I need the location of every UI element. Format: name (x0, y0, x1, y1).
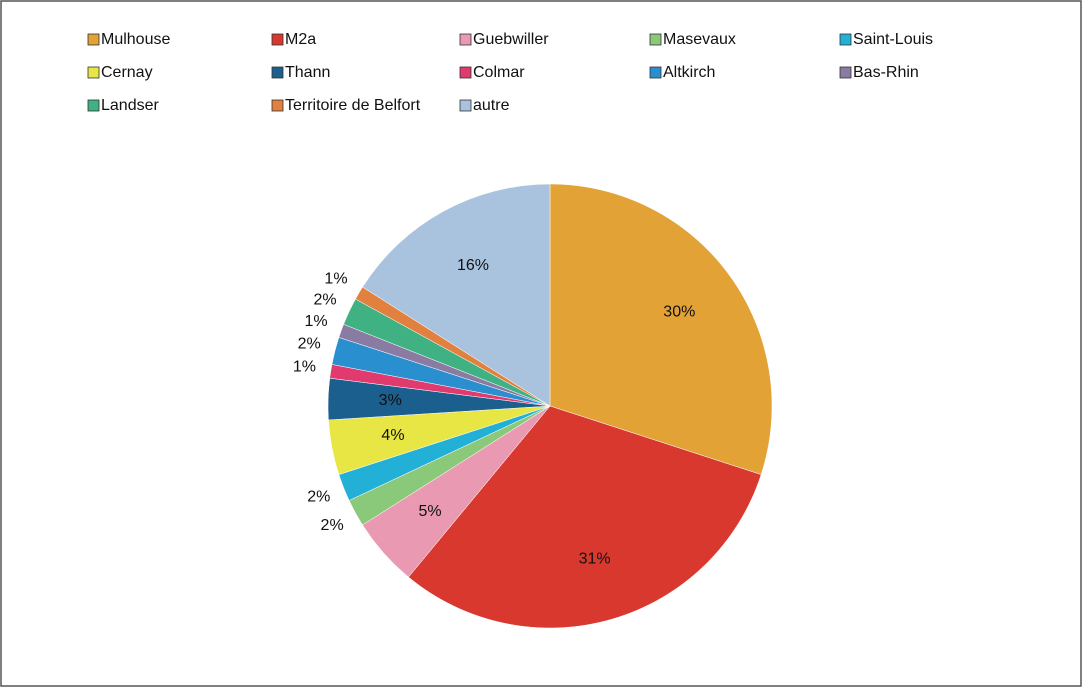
legend-swatch (271, 66, 284, 79)
legend-label: autre (473, 97, 510, 114)
legend-label: Landser (101, 97, 159, 114)
legend-label: Mulhouse (101, 31, 170, 48)
data-label: 2% (307, 489, 330, 506)
legend-swatch (459, 33, 472, 46)
legend-swatch (459, 99, 472, 112)
legend-swatch (271, 33, 284, 46)
legend-label: Bas-Rhin (853, 64, 919, 81)
legend-label: Territoire de Belfort (285, 97, 421, 114)
legend-swatch (87, 99, 100, 112)
legend-label: Colmar (473, 64, 525, 81)
data-label: 3% (379, 392, 402, 409)
data-label: 2% (321, 517, 344, 534)
data-label: 2% (313, 291, 336, 308)
data-label: 1% (324, 271, 347, 288)
data-label: 30% (663, 303, 695, 320)
legend-label: M2a (285, 31, 316, 48)
data-label: 5% (419, 503, 442, 520)
data-label: 2% (298, 335, 321, 352)
legend-label: Masevaux (663, 31, 736, 48)
pie-slice (549, 183, 773, 475)
pie-slice (362, 183, 551, 407)
data-label: 1% (293, 358, 316, 375)
legend-swatch (839, 33, 852, 46)
legend-swatch (271, 99, 284, 112)
legend-label: Saint-Louis (853, 31, 933, 48)
legend-swatch (87, 33, 100, 46)
data-label: 31% (579, 551, 611, 568)
legend-label: Guebwiller (473, 31, 549, 48)
legend-swatch (649, 66, 662, 79)
legend-swatch (649, 33, 662, 46)
legend-swatch (87, 66, 100, 79)
data-label: 1% (304, 313, 327, 330)
legend-label: Altkirch (663, 64, 715, 81)
data-label: 16% (457, 257, 489, 274)
legend-swatch (459, 66, 472, 79)
legend-label: Thann (285, 64, 330, 81)
legend-swatch (839, 66, 852, 79)
pie-slice (408, 405, 762, 629)
legend-label: Cernay (101, 64, 153, 81)
data-label: 4% (381, 427, 404, 444)
